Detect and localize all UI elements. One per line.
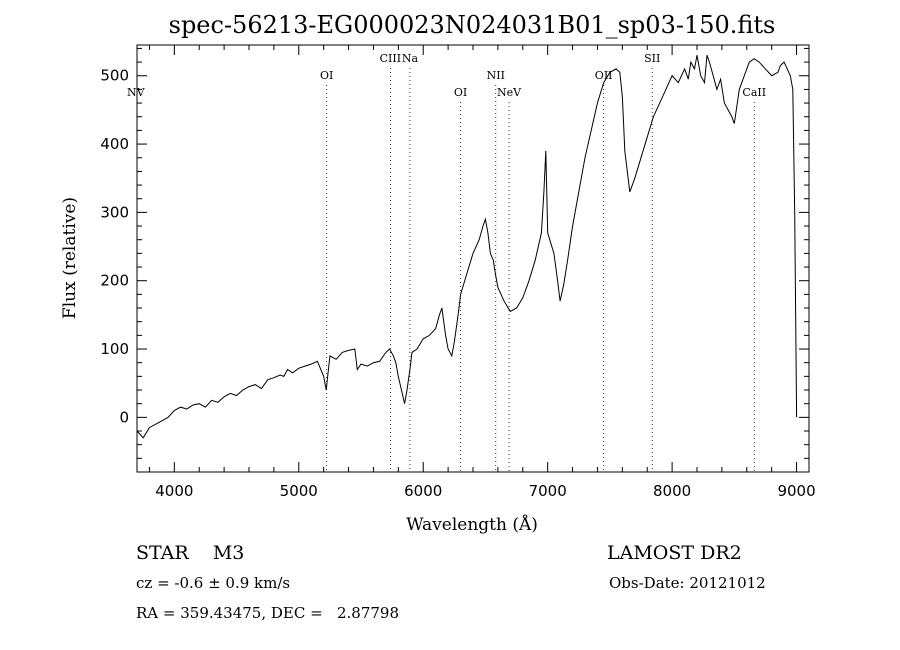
line-marker-label: CIII <box>380 52 401 65</box>
line-marker-label: SII <box>644 52 660 65</box>
spectrum-line <box>136 55 798 439</box>
y-tick-label: 100 <box>100 340 129 358</box>
line-marker-label: OII <box>595 69 613 82</box>
y-tick-label: 0 <box>119 408 129 426</box>
x-tick-label: 8000 <box>653 482 691 500</box>
x-tick-label: 9000 <box>777 482 815 500</box>
x-tick-label: 6000 <box>404 482 442 500</box>
line-marker-label: Na <box>402 52 419 65</box>
survey-name: LAMOST DR2 <box>607 542 742 564</box>
object-class: STAR M3 <box>136 542 245 564</box>
x-tick-label: 4000 <box>155 482 193 500</box>
chart-title: spec-56213-EG000023N024031B01_sp03-150.f… <box>169 11 776 39</box>
x-tick-label: 7000 <box>529 482 567 500</box>
y-tick-label: 300 <box>100 203 129 221</box>
y-axis-label: Flux (relative) <box>60 197 80 319</box>
line-marker-label: OI <box>454 86 467 99</box>
x-tick-label: 5000 <box>280 482 318 500</box>
line-marker-label: CaII <box>742 86 766 99</box>
redshift-cz: cz = -0.6 ± 0.9 km/s <box>136 574 291 592</box>
line-marker-label: NV <box>127 86 146 99</box>
y-tick-label: 500 <box>100 67 129 85</box>
y-tick-label: 400 <box>100 135 129 153</box>
axis-layer: 4000 5000 6000 7000 8000 9000 0 100 200 300 400 500 <box>100 45 816 500</box>
y-tick-label: 200 <box>100 272 129 290</box>
obs-date: Obs-Date: 20121012 <box>609 574 766 592</box>
line-marker-label: NeV <box>497 86 522 99</box>
x-axis-label: Wavelength (Å) <box>406 514 538 535</box>
ra-dec: RA = 359.43475, DEC = 2.87798 <box>136 604 400 622</box>
plot-frame <box>136 44 810 473</box>
annotation-layer: NV OI CIII Na OI NII NeV OII SII CaII <box>127 52 766 472</box>
line-marker-label: NII <box>487 69 505 82</box>
line-marker-label: OI <box>320 69 333 82</box>
